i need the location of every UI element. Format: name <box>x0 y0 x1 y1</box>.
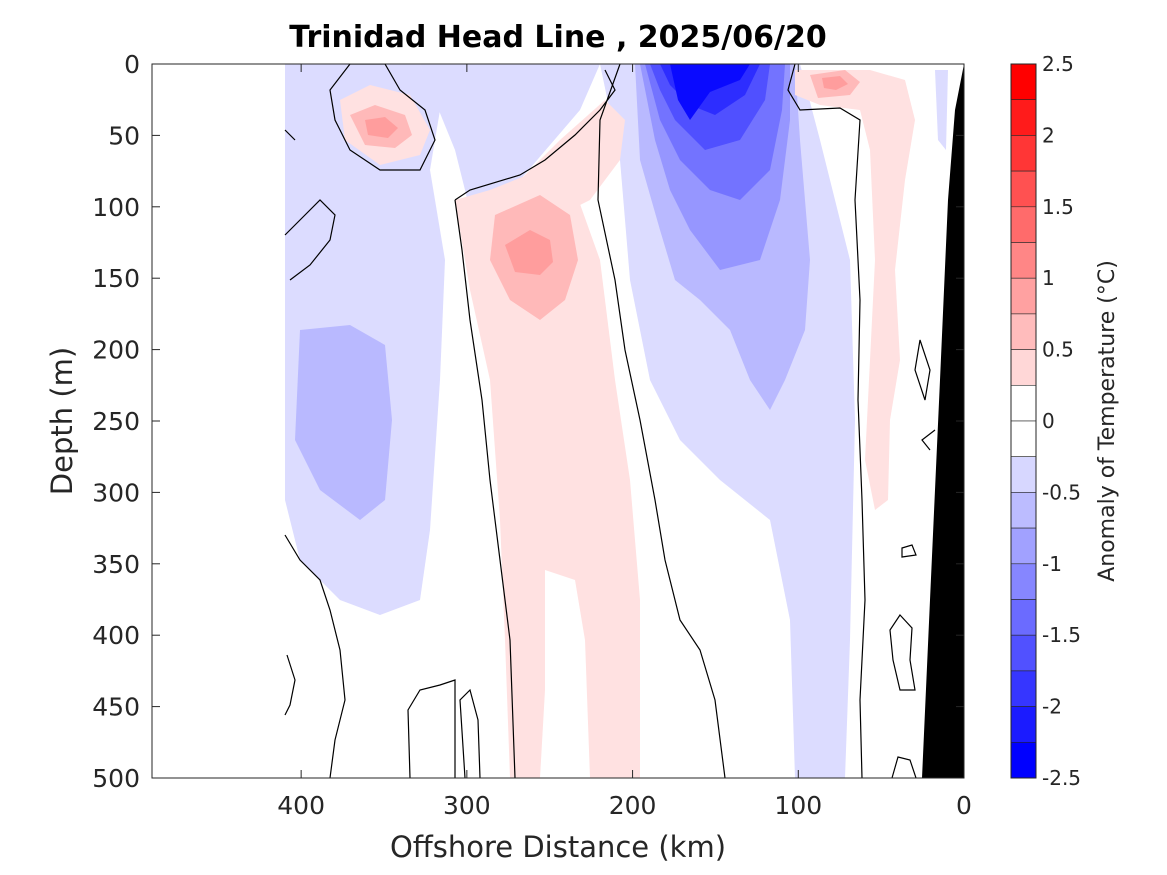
colorbar-tick-label: 1 <box>1042 266 1055 290</box>
colorbar-segment <box>1010 563 1037 600</box>
colorbar-segment <box>1010 99 1037 136</box>
y-tick-label: 150 <box>92 264 140 293</box>
warm-patch-inshore-top <box>795 70 915 510</box>
x-tick-label: 400 <box>277 791 325 820</box>
warm-core <box>505 230 553 275</box>
colorbar-tick-label: -1.5 <box>1042 623 1081 647</box>
y-tick-label: 0 <box>124 50 140 79</box>
colorbar-segment <box>1010 384 1037 422</box>
colorbar-segment <box>1010 670 1037 707</box>
cold-region-offshore-top <box>420 64 600 210</box>
colorbar-segment <box>1010 599 1037 636</box>
warm-column <box>455 170 640 778</box>
cold-patch-deep-west <box>295 325 392 520</box>
colorbar-frame <box>1010 63 1037 779</box>
colorbar-tick-label: 1.5 <box>1042 195 1074 219</box>
bathymetry <box>922 64 964 778</box>
colorbar-tick-label: -0.5 <box>1042 480 1081 504</box>
colorbar-segment <box>1010 706 1037 743</box>
y-tick-label: 200 <box>92 336 140 365</box>
colorbar-tick-label: 0 <box>1042 409 1055 433</box>
y-tick-label: 500 <box>92 764 140 793</box>
colorbar-tick-label: -2 <box>1042 695 1062 719</box>
colorbar-segment <box>1010 741 1037 779</box>
x-tick-label: 0 <box>956 791 972 820</box>
colorbar: 2.5 2 1.5 1 0.5 0 -0.5 -1 -1.5 -2 -2.5 <box>1010 52 1081 790</box>
y-tick-label: 350 <box>92 550 140 579</box>
colorbar-segment <box>1010 456 1037 493</box>
warm-patch-inshore-core <box>822 76 848 90</box>
chart-title: Trinidad Head Line , 2025/06/20 <box>289 20 826 55</box>
colorbar-tick-label: 2 <box>1042 123 1055 147</box>
anomaly-field <box>284 64 964 778</box>
x-tick-label: 200 <box>609 791 657 820</box>
colorbar-segment <box>1010 135 1037 172</box>
colorbar-segment <box>1010 277 1037 315</box>
y-tick-label: 300 <box>92 478 140 507</box>
colorbar-tick-label: 2.5 <box>1042 52 1074 76</box>
colorbar-segment <box>1010 349 1037 386</box>
y-axis: 0 50 100 150 200 250 300 350 400 450 500 <box>92 50 964 793</box>
colorbar-segment <box>1010 313 1037 350</box>
colorbar-segment <box>1010 634 1037 672</box>
zero-contours <box>284 64 936 778</box>
warm-patch-west-core <box>365 117 398 138</box>
cold-sliver-inshore <box>935 70 948 150</box>
x-tick-label: 100 <box>774 791 822 820</box>
y-tick-label: 100 <box>92 193 140 222</box>
y-tick-label: 400 <box>92 621 140 650</box>
cold-core <box>670 64 750 120</box>
colorbar-segment <box>1010 527 1037 565</box>
colorbar-segment <box>1010 242 1037 279</box>
colorbar-segment <box>1010 492 1037 529</box>
x-axis-label: Offshore Distance (km) <box>390 830 726 864</box>
x-tick-label: 300 <box>443 791 491 820</box>
y-tick-label: 250 <box>92 407 140 436</box>
colorbar-tick-label: -1 <box>1042 552 1062 576</box>
x-axis: 400 300 200 100 0 <box>277 64 972 820</box>
colorbar-segment <box>1010 206 1037 243</box>
colorbar-segment <box>1010 420 1037 458</box>
colorbar-segment <box>1010 170 1037 208</box>
colorbar-label: Anomaly of Temperature (°C) <box>1095 260 1120 582</box>
colorbar-segment <box>1010 63 1037 101</box>
colorbar-tick-label: 0.5 <box>1042 338 1074 362</box>
plot-area <box>151 63 965 779</box>
y-tick-label: 50 <box>108 121 140 150</box>
y-axis-label: Depth (m) <box>45 347 79 495</box>
colorbar-tick-label: -2.5 <box>1042 766 1081 790</box>
y-tick-label: 450 <box>92 693 140 722</box>
